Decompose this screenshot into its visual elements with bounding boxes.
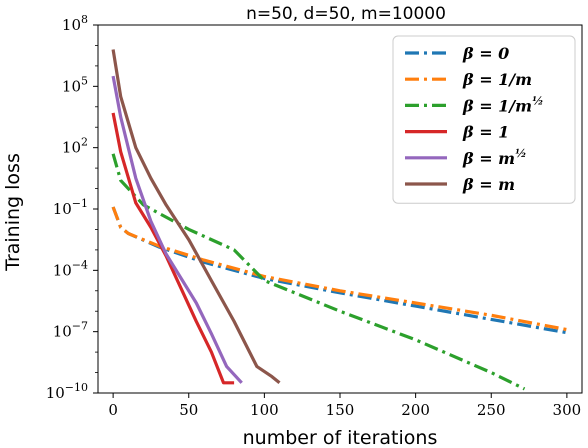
legend-label: β = 1/m½ [462, 94, 544, 115]
y-tick-label: 10−1 [53, 197, 88, 218]
y-tick-label: 105 [62, 74, 88, 95]
x-tick-label: 100 [250, 401, 279, 419]
y-tick-label: 102 [62, 136, 88, 157]
y-axis-label: Training loss [2, 153, 24, 272]
series-line-2 [111, 153, 526, 391]
plot-lines [111, 49, 568, 391]
x-axis-label: number of iterations [243, 427, 438, 448]
x-tick-label: 50 [179, 401, 198, 419]
x-tick-label: 300 [553, 401, 582, 419]
x-tick-label: 200 [401, 401, 430, 419]
series-line-4 [111, 75, 243, 384]
series-line-1 [111, 206, 568, 332]
legend-label: β = m [462, 175, 515, 194]
x-tick-label: 150 [326, 401, 355, 419]
y-tick-label: 108 [62, 13, 88, 34]
legend: β = 0 β = 1/m β = 1/m½ β = 1 β = m½ β = m [392, 35, 576, 204]
legend-label: β = 1/m [462, 70, 532, 89]
chart-title: n=50, d=50, m=10000 [246, 4, 446, 24]
y-tick-label: 10−10 [46, 381, 88, 402]
legend-label: β = 1 [462, 123, 509, 142]
y-tick-label: 10−4 [53, 258, 88, 279]
series-line-0 [111, 206, 568, 335]
ticks: 0 50 100 150 200 250 300 10−10 10−7 10−4 10−1 102 10… [46, 13, 582, 419]
x-tick-label: 250 [477, 401, 506, 419]
legend-label: β = 0 [462, 44, 509, 63]
series-line-3 [111, 112, 235, 385]
legend-label: β = m½ [462, 147, 527, 168]
y-tick-label: 10−7 [53, 320, 88, 341]
series-line-5 [111, 49, 281, 385]
x-tick-label: 0 [108, 401, 118, 419]
